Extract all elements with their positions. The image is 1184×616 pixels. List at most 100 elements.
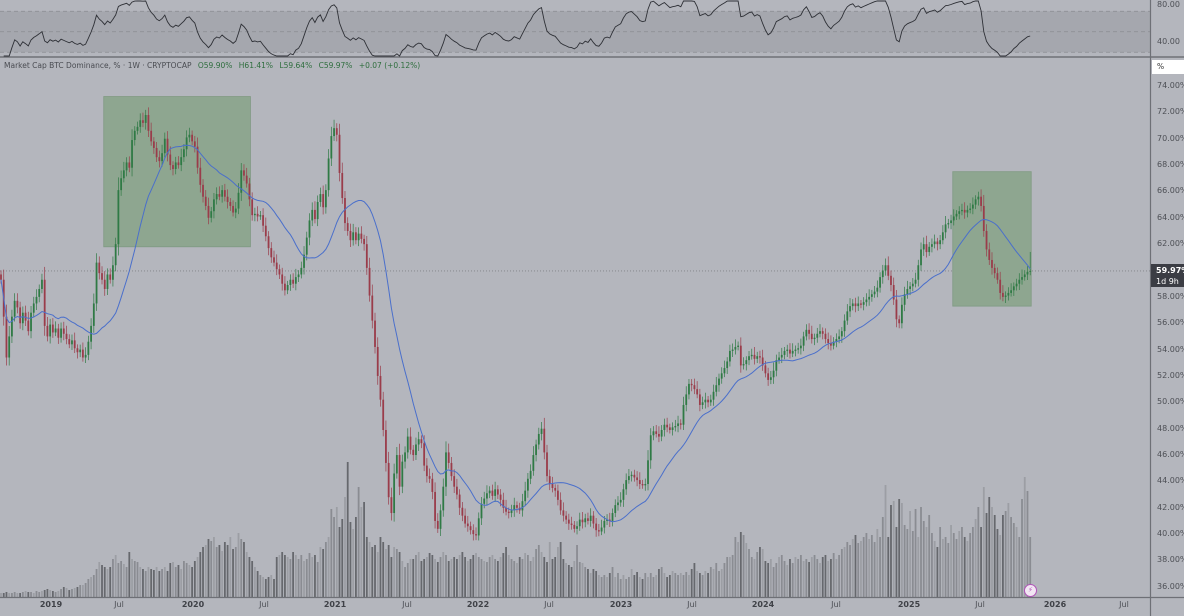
symbol-title[interactable]: Market Cap BTC Dominance, % · 1W · CRYPT… xyxy=(4,61,192,70)
volume-bar xyxy=(879,537,881,597)
candle-body xyxy=(344,198,346,224)
candle xyxy=(106,268,109,296)
candle xyxy=(759,350,761,364)
candle-body xyxy=(0,274,2,280)
candle-body xyxy=(398,455,401,487)
candle-body xyxy=(128,162,131,168)
volume-bar xyxy=(131,559,133,597)
candle xyxy=(1007,287,1010,301)
volume-bar xyxy=(207,539,210,597)
candle xyxy=(155,141,158,163)
candle xyxy=(491,484,494,500)
candle-body xyxy=(587,518,589,521)
volume-bar xyxy=(71,589,73,597)
volume-bar xyxy=(338,527,341,597)
candle xyxy=(333,119,335,141)
candle-body xyxy=(1004,295,1007,297)
candle-body xyxy=(32,303,35,313)
candle-body xyxy=(363,238,365,245)
candle-body xyxy=(38,288,41,297)
volume-bar xyxy=(693,563,696,597)
candle-body xyxy=(996,273,999,280)
symbol-legend[interactable]: Market Cap BTC Dominance, % · 1W · CRYPT… xyxy=(4,61,420,70)
candle xyxy=(49,318,52,344)
volume-bar xyxy=(166,571,169,597)
price-tick-label: 68.00% xyxy=(1157,160,1184,170)
candle-body xyxy=(783,350,786,355)
candle xyxy=(846,304,849,325)
candle-body xyxy=(51,324,54,333)
volume-bar xyxy=(267,577,270,597)
candle xyxy=(390,487,393,521)
volume-bar xyxy=(472,555,475,597)
candle-body xyxy=(491,490,494,496)
candle xyxy=(262,208,264,233)
candle xyxy=(177,156,180,169)
volume-bar xyxy=(996,529,999,597)
candle xyxy=(453,469,456,493)
candle xyxy=(647,450,649,491)
candle-body xyxy=(625,480,628,490)
candle-body xyxy=(963,209,966,213)
volume-bar xyxy=(1026,491,1029,597)
candle xyxy=(289,274,292,291)
candle xyxy=(887,256,890,281)
candle xyxy=(92,293,95,333)
candle xyxy=(729,344,731,367)
volume-bar xyxy=(395,549,398,597)
volume-bar xyxy=(95,569,98,597)
price-scale-unit-button[interactable]: % xyxy=(1152,60,1184,74)
candle xyxy=(611,508,614,527)
highlight-boxes xyxy=(103,96,1032,307)
candle xyxy=(862,297,865,311)
candle xyxy=(163,132,166,158)
candle xyxy=(851,299,854,311)
volume-bar xyxy=(215,547,218,597)
candle xyxy=(671,422,674,436)
candle xyxy=(789,343,791,359)
candle-body xyxy=(1026,271,1029,275)
candle xyxy=(447,443,450,469)
candle xyxy=(273,250,275,267)
volume-bar xyxy=(226,545,229,597)
candle-body xyxy=(971,204,974,209)
candle-body xyxy=(737,345,739,347)
candle xyxy=(1004,291,1007,303)
volume-bar xyxy=(521,559,524,597)
candle-body xyxy=(936,241,939,245)
volume-bar xyxy=(60,589,62,597)
candle-body xyxy=(1007,292,1010,296)
candle xyxy=(147,107,150,138)
volume-bar xyxy=(368,542,371,597)
candle-body xyxy=(535,444,537,456)
candle xyxy=(941,225,944,245)
volume-bar xyxy=(477,557,480,597)
volume-bar xyxy=(808,562,810,597)
candle xyxy=(218,186,221,201)
candle-body xyxy=(903,294,906,305)
rsi-line xyxy=(3,0,1031,57)
candle xyxy=(183,144,185,162)
volume-bar xyxy=(428,553,431,597)
candle-body xyxy=(308,220,311,238)
candle xyxy=(210,206,213,223)
volume-bar xyxy=(767,563,770,597)
candle xyxy=(374,312,376,354)
candle xyxy=(849,298,851,318)
volume-bar xyxy=(0,593,2,597)
candle xyxy=(16,293,19,314)
candle xyxy=(526,473,529,498)
time-tick-label: Jul xyxy=(1119,600,1129,609)
volume-bar xyxy=(619,579,622,597)
candle-body xyxy=(54,328,57,333)
volume-bar xyxy=(183,561,185,597)
candle-body xyxy=(401,461,404,487)
volume-bar xyxy=(284,555,286,597)
volume-bar xyxy=(11,593,13,597)
candle-body xyxy=(207,205,210,218)
volume-bar xyxy=(901,503,903,597)
candle xyxy=(769,370,772,385)
lightning-alert-icon[interactable]: ⚡ xyxy=(1024,584,1037,597)
candle xyxy=(677,415,679,433)
